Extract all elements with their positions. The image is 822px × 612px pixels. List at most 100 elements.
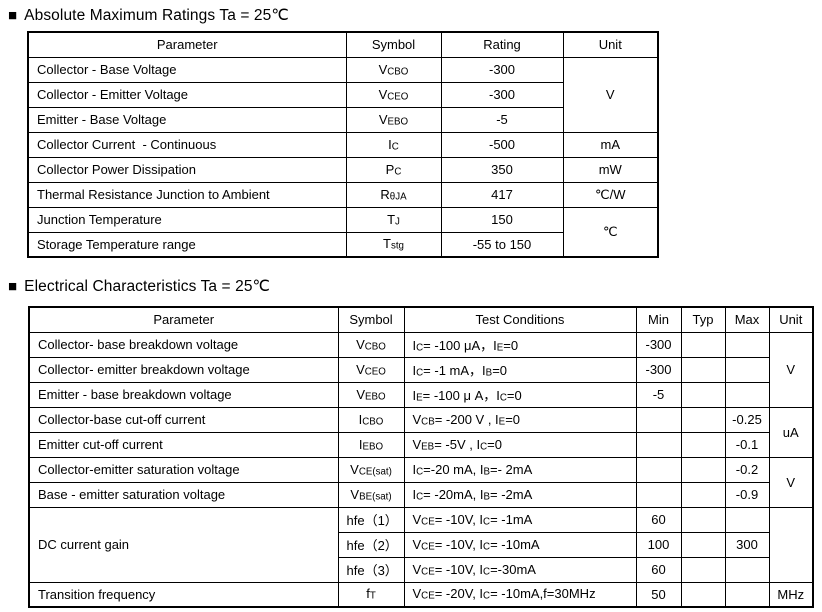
parameter-cell: Emitter - base breakdown voltage [28, 381, 339, 408]
typ-cell [680, 481, 726, 508]
column-header-min: Min [635, 306, 682, 333]
symbol-cell: hfe（1） [337, 506, 405, 533]
test-conditions-cell: VEB= -5V , IC=0 [403, 431, 637, 458]
table-row: Collector-base cut-off current ICBO VCB=… [28, 406, 814, 458]
symbol-cell: VCE(sat) [337, 456, 405, 483]
max-cell [724, 331, 770, 358]
unit-cell: ℃/W [562, 181, 659, 208]
parameter-cell: Transition frequency [28, 581, 339, 608]
typ-cell [680, 381, 726, 408]
symbol-cell: VEBO [345, 106, 442, 133]
table-row: Collector Power Dissipation PC 350 mW [27, 156, 659, 183]
typ-cell [680, 356, 726, 383]
section-title-text: Electrical Characteristics Ta = 25℃ [24, 278, 271, 295]
table-row: Storage Temperature range Tstg -55 to 15… [27, 231, 658, 258]
column-header-rating: Rating [440, 31, 564, 58]
min-cell: 60 [635, 506, 682, 533]
test-conditions-cell: VCB= -200 V , IE=0 [403, 406, 637, 433]
column-header-test-conditions: Test Conditions [403, 306, 637, 333]
table-row: Thermal Resistance Junction to Ambient R… [27, 181, 659, 208]
max-cell: -0.25 [724, 406, 770, 433]
max-cell [724, 381, 770, 408]
table-row: Emitter cut-off current IEBO VEB= -5V , … [28, 431, 813, 458]
section-title-electrical-characteristics: ■ Electrical Characteristics Ta = 25℃ [8, 277, 270, 296]
unit-cell: uA [768, 406, 814, 458]
unit-cell: MHz [768, 581, 814, 608]
absolute-maximum-ratings-table: Parameter Symbol Rating Unit Collector -… [27, 31, 659, 258]
max-cell: 300 [724, 531, 770, 558]
test-conditions-cell: VCE= -10V, IC= -10mA [403, 531, 637, 558]
max-cell [724, 581, 770, 608]
column-header-typ: Typ [680, 306, 726, 333]
rating-cell: 350 [440, 156, 564, 183]
table-row: Transition frequency fT VCE= -20V, IC= -… [28, 581, 814, 608]
max-cell: -0.9 [724, 481, 770, 508]
min-cell: 100 [635, 531, 682, 558]
table-row: Collector - Base Voltage VCBO -300 V [27, 56, 659, 133]
column-header-symbol: Symbol [337, 306, 405, 333]
max-cell: -0.2 [724, 456, 770, 483]
typ-cell [680, 581, 726, 608]
column-header-parameter: Parameter [28, 306, 339, 333]
column-header-parameter: Parameter [27, 31, 347, 58]
section-bullet-icon: ■ [8, 7, 18, 24]
symbol-cell: VCBO [345, 56, 442, 83]
max-cell [724, 506, 770, 533]
unit-cell: V [562, 56, 659, 133]
rating-cell: -500 [440, 131, 564, 158]
typ-cell [680, 506, 726, 533]
table-row: Emitter - Base Voltage VEBO -5 [27, 106, 658, 133]
symbol-cell: RθJA [345, 181, 442, 208]
unit-cell: mW [562, 156, 659, 183]
parameter-cell: Base - emitter saturation voltage [28, 481, 339, 508]
parameter-cell: Collector-base cut-off current [28, 406, 339, 433]
electrical-characteristics-table: Parameter Symbol Test Conditions Min Typ… [28, 306, 814, 608]
test-conditions-cell: VCE= -20V, IC= -10mA,f=30MHz [403, 581, 637, 608]
test-conditions-cell: IC= -100 μA，IE=0 [403, 331, 637, 358]
table-row: Collector-emitter saturation voltage VCE… [28, 456, 814, 508]
unit-cell: mA [562, 131, 659, 158]
min-cell [635, 456, 682, 483]
parameter-cell: Collector-emitter saturation voltage [28, 456, 339, 483]
symbol-cell: VCEO [345, 81, 442, 108]
typ-cell [680, 406, 726, 433]
symbol-cell: VCEO [337, 356, 405, 383]
rating-cell: 417 [440, 181, 564, 208]
parameter-cell: Collector Power Dissipation [27, 156, 347, 183]
table-header-row: Parameter Symbol Test Conditions Min Typ… [28, 306, 814, 333]
symbol-cell: fT [337, 581, 405, 608]
typ-cell [680, 556, 726, 583]
column-header-max: Max [724, 306, 770, 333]
symbol-cell: hfe（2） [337, 531, 405, 558]
table-header-row: Parameter Symbol Rating Unit [27, 31, 659, 58]
test-conditions-cell: VCE= -10V, IC= -1mA [403, 506, 637, 533]
max-cell: -0.1 [724, 431, 770, 458]
test-conditions-cell: IC= -1 mA，IB=0 [403, 356, 637, 383]
table-row: Collector Current - Continuous IC -500 m… [27, 131, 659, 158]
column-header-unit: Unit [768, 306, 814, 333]
parameter-cell: Junction Temperature [27, 206, 347, 233]
table-row: Collector- emitter breakdown voltage VCE… [28, 356, 813, 383]
min-cell: -300 [635, 331, 682, 358]
section-bullet-icon: ■ [8, 278, 18, 295]
symbol-cell: VBE(sat) [337, 481, 405, 508]
rating-cell: -55 to 150 [440, 231, 564, 258]
min-cell: -300 [635, 356, 682, 383]
parameter-cell: Thermal Resistance Junction to Ambient [27, 181, 347, 208]
typ-cell [680, 431, 726, 458]
symbol-cell: hfe（3） [337, 556, 405, 583]
parameter-cell: Collector - Base Voltage [27, 56, 347, 83]
table-row: hfe（3） VCE= -10V, IC=-30mA 60 [29, 556, 813, 583]
min-cell [635, 481, 682, 508]
test-conditions-cell: IC= -20mA, IB= -2mA [403, 481, 637, 508]
parameter-cell: Storage Temperature range [27, 231, 347, 258]
typ-cell [680, 456, 726, 483]
section-title-absolute-maximum-ratings: ■ Absolute Maximum Ratings Ta = 25℃ [8, 6, 289, 25]
table-row: Base - emitter saturation voltage VBE(sa… [28, 481, 813, 508]
parameter-cell: Collector- emitter breakdown voltage [28, 356, 339, 383]
symbol-cell: PC [345, 156, 442, 183]
table-row: Collector - Emitter Voltage VCEO -300 [27, 81, 658, 108]
parameter-cell: Collector- base breakdown voltage [28, 331, 339, 358]
rating-cell: -300 [440, 56, 564, 83]
unit-cell [768, 506, 814, 583]
